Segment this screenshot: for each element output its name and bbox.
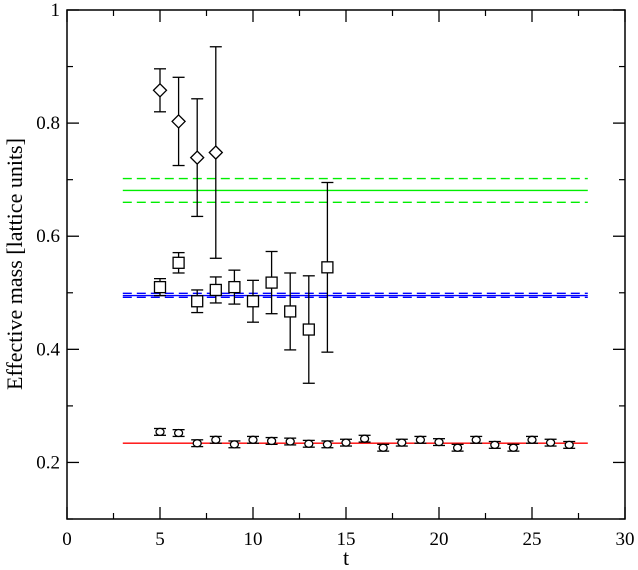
square-marker: [209, 283, 222, 297]
y-tick-label: 0.4: [36, 339, 60, 360]
circle-marker: [564, 440, 574, 450]
square-marker: [172, 256, 185, 269]
circle-marker: [545, 438, 556, 447]
circle-marker: [211, 435, 221, 444]
square-marker: [284, 305, 297, 318]
circle-marker: [266, 436, 277, 446]
y-tick-label: 0.6: [36, 226, 60, 247]
square-marker: [321, 261, 334, 274]
circle-marker: [415, 435, 426, 444]
y-tick-label: 1: [51, 0, 61, 21]
diamond-marker: [152, 82, 168, 98]
x-axis-label: t: [343, 545, 349, 570]
x-tick-label: 30: [616, 529, 635, 550]
diamond-marker: [189, 150, 205, 166]
circle-marker: [434, 437, 444, 447]
circle-marker: [341, 438, 351, 447]
x-tick-label: 20: [430, 529, 449, 550]
axis-ticks: 0 5 10 15 20 25 30 0.2 0.4 0.6 0.8 1: [36, 0, 634, 550]
fit-lines: [122, 177, 588, 444]
square-marker: [191, 295, 204, 308]
square-marker: [246, 295, 260, 308]
data-points: [152, 46, 576, 452]
circle-marker: [508, 443, 519, 452]
square-marker: [265, 276, 278, 289]
circle-marker: [527, 435, 537, 444]
diamond-marker: [171, 113, 187, 129]
circle-marker: [285, 437, 295, 446]
y-tick-label: 0.8: [36, 113, 60, 134]
x-tick-label: 25: [523, 529, 542, 550]
circle-marker: [304, 439, 314, 448]
x-tick-label: 5: [155, 529, 165, 550]
square-marker: [153, 280, 167, 294]
x-tick-label: 0: [62, 529, 72, 550]
circle-marker: [471, 435, 481, 444]
circle-marker: [490, 440, 500, 450]
square-marker: [228, 280, 241, 294]
circle-marker: [378, 443, 388, 452]
circle-marker: [359, 434, 370, 443]
x-tick-label: 15: [337, 529, 356, 550]
square-marker: [302, 323, 315, 336]
circle-marker: [192, 439, 202, 448]
circle-marker: [248, 435, 258, 444]
diamond-marker: [208, 145, 224, 160]
circle-marker: [397, 438, 407, 447]
x-tick-label: 10: [244, 529, 263, 550]
circle-marker: [322, 440, 333, 449]
y-axis-label: Effective mass [lattice units]: [2, 138, 27, 390]
circle-marker: [229, 440, 240, 449]
circle-marker: [452, 443, 463, 452]
y-tick-label: 0.2: [36, 452, 60, 473]
circle-marker: [155, 427, 165, 437]
circle-marker: [173, 428, 184, 438]
